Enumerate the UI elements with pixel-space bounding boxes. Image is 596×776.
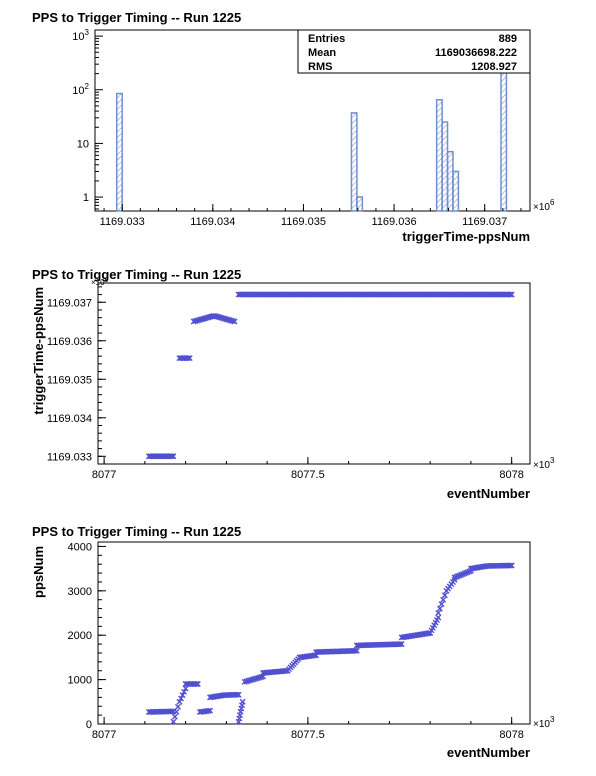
data-point — [508, 291, 515, 298]
data-point — [397, 641, 404, 648]
data-point — [441, 592, 448, 599]
y-tick-label: 0 — [86, 719, 92, 731]
y-tick-label: 4000 — [68, 541, 92, 553]
data-point — [438, 601, 445, 608]
data-point — [435, 610, 442, 617]
x-tick-label: 1169.034 — [190, 216, 235, 228]
data-point — [176, 698, 183, 705]
data-point — [229, 318, 236, 325]
data-point — [207, 707, 214, 714]
x-tick-label: 1169.035 — [281, 216, 326, 228]
data-point — [436, 605, 443, 612]
x-axis-label: eventNumber — [447, 745, 530, 760]
data-point — [185, 355, 191, 362]
x-axis-multiplier: ×106 — [533, 198, 555, 213]
data-point — [508, 562, 515, 569]
y-tick-label: 10 — [77, 138, 89, 150]
histogram-bin — [350, 112, 358, 212]
y-tick-label: 1169.036 — [47, 336, 92, 348]
y-axis-multiplier: ×106 — [91, 278, 109, 287]
trigger-time-scatter-panel: PPS to Trigger Timing -- Run 1225 8077 80… — [0, 257, 596, 514]
data-point — [181, 688, 188, 695]
data-point — [507, 291, 514, 298]
y-axis-label: ppsNum — [31, 546, 46, 598]
plot-frame — [97, 282, 531, 465]
data-point — [170, 453, 177, 460]
stats-rms-label: RMS — [308, 61, 332, 73]
data-point — [174, 703, 181, 710]
data-point — [170, 718, 177, 725]
data-point — [507, 562, 514, 569]
y-tick-label: 1169.035 — [47, 374, 92, 386]
data-point — [173, 708, 180, 715]
data-point — [231, 318, 238, 325]
histogram-bin — [452, 170, 460, 212]
stats-mean-label: Mean — [308, 47, 336, 59]
x-tick-label: 8077 — [92, 729, 116, 741]
chart-title: PPS to Trigger Timing -- Run 1225 — [32, 524, 241, 539]
pps-num-scatter-svg: PPS to Trigger Timing -- Run 1225 8077 80… — [31, 524, 555, 760]
x-axis-label: eventNumber — [447, 486, 530, 501]
stats-mean-value: 1169036698.222 — [435, 47, 517, 59]
histogram-svg: PPS to Trigger Timing -- Run 1225 1169.0… — [32, 10, 555, 244]
x-tick-label: 8077.5 — [291, 469, 325, 481]
stats-entries-value: 889 — [499, 33, 517, 45]
data-point — [234, 691, 241, 698]
x-axis-label: triggerTime-ppsNum — [402, 229, 530, 244]
y-tick-label: 3000 — [68, 586, 92, 598]
trigger-time-scatter-svg: PPS to Trigger Timing -- Run 1225 8077 80… — [31, 267, 555, 501]
x-axis-multiplier: ×103 — [533, 456, 555, 471]
stats-box: Entries 889 Mean 1169036698.222 RMS 1208… — [297, 29, 531, 74]
data-point — [168, 453, 175, 460]
histogram-bin — [441, 121, 449, 212]
data-point — [435, 614, 442, 621]
x-tick-label: 1169.037 — [462, 216, 507, 228]
data-point — [178, 695, 185, 702]
y-tick-label: 102 — [72, 82, 89, 97]
histogram-bin — [446, 150, 454, 212]
y-tick-label: 1169.033 — [47, 451, 92, 463]
chart-title: PPS to Trigger Timing -- Run 1225 — [32, 10, 241, 25]
data-point — [398, 641, 405, 648]
chart-title: PPS to Trigger Timing -- Run 1225 — [32, 267, 241, 282]
data-point — [179, 692, 186, 699]
data-point — [353, 647, 360, 654]
stats-rms-value: 1208.927 — [471, 61, 517, 73]
data-point — [193, 681, 200, 688]
histogram-bin — [356, 196, 364, 212]
histogram-panel: PPS to Trigger Timing -- Run 1225 1169.0… — [0, 0, 596, 257]
data-point — [239, 698, 246, 705]
x-tick-label: 1169.033 — [100, 216, 145, 228]
data-point — [235, 691, 242, 698]
x-tick-label: 1169.036 — [372, 216, 417, 228]
data-point — [171, 713, 178, 720]
data-point — [168, 708, 175, 715]
data-point — [186, 355, 193, 362]
x-tick-label: 8077.5 — [291, 729, 325, 741]
data-point — [440, 596, 447, 603]
y-tick-label: 1 — [83, 192, 89, 204]
x-axis-multiplier: ×103 — [533, 715, 555, 730]
data-point — [282, 667, 289, 674]
y-tick-label: 2000 — [68, 630, 92, 642]
y-tick-label: 1169.034 — [47, 413, 92, 425]
x-tick-label: 8078 — [499, 469, 523, 481]
histogram-bin — [116, 92, 123, 212]
data-point — [205, 707, 212, 714]
x-tick-label: 8078 — [499, 729, 523, 741]
x-tick-label: 8077 — [92, 469, 116, 481]
y-axis-label: triggerTime-ppsNum — [31, 287, 46, 415]
stats-entries-label: Entries — [308, 33, 345, 45]
data-point — [182, 685, 189, 692]
data-point — [194, 681, 201, 688]
y-tick-label: 1000 — [68, 675, 92, 687]
y-tick-label: 103 — [72, 28, 89, 43]
plot-frame — [97, 541, 531, 725]
pps-num-scatter-panel: PPS to Trigger Timing -- Run 1225 8077 80… — [0, 514, 596, 771]
histogram-bin — [435, 99, 443, 212]
y-tick-label: 1169.037 — [47, 297, 92, 309]
data-point — [352, 647, 359, 654]
